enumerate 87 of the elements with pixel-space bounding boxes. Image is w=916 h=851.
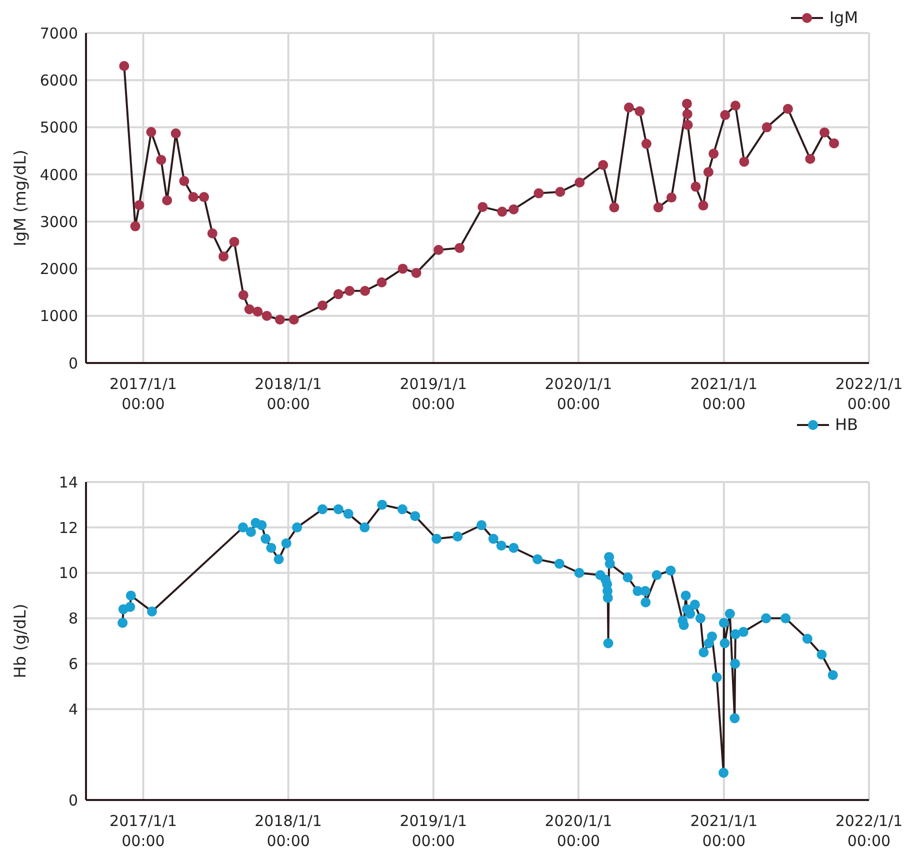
point <box>130 221 140 232</box>
x-tick-label: 2019/1/1 00:00 <box>400 375 468 413</box>
point <box>376 277 387 288</box>
point <box>782 104 793 114</box>
point <box>478 202 488 212</box>
point <box>805 154 816 164</box>
point <box>218 251 229 262</box>
point <box>609 202 620 212</box>
point <box>641 138 652 149</box>
point <box>555 186 566 197</box>
point <box>534 188 544 198</box>
point <box>653 202 664 212</box>
y-tick-label: 4 <box>68 700 78 718</box>
point <box>156 154 166 165</box>
point <box>634 106 645 116</box>
point <box>207 228 218 238</box>
y-tick-label: 4000 <box>40 166 78 184</box>
legend-label: HB <box>834 415 858 434</box>
y-tick-label: 14 <box>58 473 78 492</box>
point <box>497 206 508 217</box>
y-tick-label: 8 <box>68 610 78 628</box>
y-tick-label: 7000 <box>40 24 78 42</box>
point <box>344 286 355 296</box>
point <box>170 128 181 138</box>
x-tick-label: 2020/1/1 00:00 <box>544 812 612 850</box>
point <box>454 242 465 253</box>
y-tick-label: 6000 <box>40 71 78 90</box>
y-tick-label: 2000 <box>40 260 78 278</box>
point <box>624 102 634 112</box>
point <box>274 314 285 325</box>
point <box>690 182 701 192</box>
point <box>762 122 772 132</box>
point <box>666 192 676 203</box>
point <box>398 264 408 274</box>
point <box>252 306 263 317</box>
x-tick-label: 2017/1/1 00:00 <box>110 812 177 850</box>
point <box>262 310 272 321</box>
point <box>682 120 693 130</box>
y-axis-title: Hb (g/dL) <box>10 604 30 678</box>
point <box>360 286 370 296</box>
point <box>199 192 210 202</box>
y-tick-label: 0 <box>68 791 78 810</box>
point <box>682 109 692 120</box>
y-tick-label: 3000 <box>40 212 78 231</box>
x-tick-label: 2019/1/1 00:00 <box>400 812 468 850</box>
x-tick-label: 2017/1/1 00:00 <box>110 375 177 413</box>
y-axis-title: IgM (mg/dL) <box>10 150 30 246</box>
x-tick-label: 2022/1/1 00:00 <box>835 812 903 850</box>
point <box>720 110 730 120</box>
point <box>134 200 144 210</box>
point <box>188 192 198 202</box>
point <box>229 236 240 247</box>
x-tick-label: 2021/1/1 00:00 <box>690 812 758 850</box>
point <box>708 148 719 159</box>
x-tick-label: 2021/1/1 00:00 <box>690 375 758 413</box>
point <box>179 176 190 186</box>
y-tick-label: 10 <box>58 564 78 582</box>
y-tick-label: 1000 <box>40 307 78 326</box>
point <box>434 244 444 255</box>
point <box>698 200 708 211</box>
x-tick-label: 2020/1/1 00:00 <box>544 375 612 413</box>
legend-label: IgM <box>828 8 858 27</box>
point <box>682 98 692 109</box>
x-tick-label: 2022/1/1 00:00 <box>835 375 903 413</box>
point <box>730 100 740 111</box>
x-tick-label: 2018/1/1 00:00 <box>254 812 322 850</box>
y-tick-label: 0 <box>68 354 78 372</box>
x-tick-label: 2018/1/1 00:00 <box>254 375 322 413</box>
point <box>598 160 608 170</box>
point <box>162 195 172 206</box>
point <box>829 138 840 148</box>
point <box>244 304 254 314</box>
point <box>119 61 130 71</box>
point <box>739 156 750 167</box>
point <box>333 289 344 300</box>
point <box>146 127 156 137</box>
point <box>317 300 328 310</box>
point <box>819 127 830 138</box>
point <box>238 290 248 300</box>
y-tick-label: 6 <box>68 655 78 674</box>
point <box>574 177 585 188</box>
point <box>703 167 714 178</box>
point <box>508 204 519 214</box>
point <box>288 314 299 325</box>
y-tick-label: 12 <box>58 518 78 537</box>
y-tick-label: 5000 <box>40 118 78 137</box>
point <box>411 268 422 278</box>
